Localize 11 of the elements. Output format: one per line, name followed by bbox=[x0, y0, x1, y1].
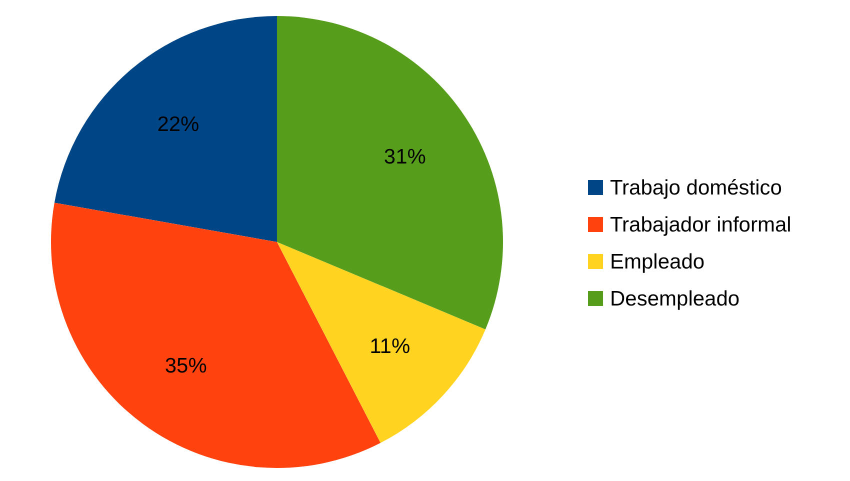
pie-slice bbox=[277, 16, 503, 330]
data-label: 35% bbox=[164, 354, 207, 378]
data-label: 11% bbox=[370, 334, 410, 358]
legend-label: Trabajador informal bbox=[610, 214, 792, 236]
pie-slice bbox=[277, 242, 486, 443]
data-label: 31% bbox=[384, 145, 426, 168]
data-label: 22% bbox=[157, 112, 200, 136]
legend-label: Desempleado bbox=[610, 288, 740, 310]
pie-slice bbox=[54, 16, 277, 242]
legend-label: Empleado bbox=[610, 250, 705, 274]
legend-label: Trabajo doméstico bbox=[610, 176, 782, 200]
